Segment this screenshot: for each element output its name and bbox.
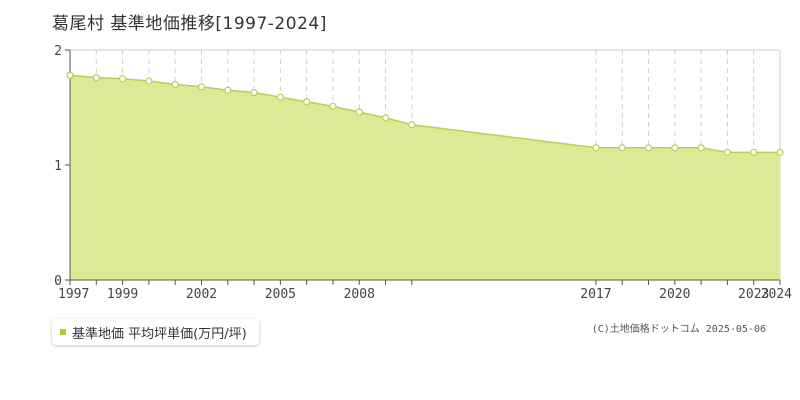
data-point xyxy=(644,144,653,152)
data-point xyxy=(66,71,74,79)
y-tick-label: 0 xyxy=(54,274,62,289)
chart-title: 葛尾村 基準地価推移[1997-2024] xyxy=(52,14,327,34)
legend-swatch xyxy=(60,329,66,335)
x-tick-label: 2005 xyxy=(265,287,296,302)
x-tick-label: 2023 xyxy=(738,287,769,302)
y-tick-label: 2 xyxy=(54,44,62,59)
x-tick-label: 1997 xyxy=(58,287,89,302)
data-point xyxy=(197,83,206,91)
legend-label: 基準地価 平均坪単価(万円/坪) xyxy=(72,326,247,342)
data-point xyxy=(224,86,232,94)
area-fill xyxy=(70,75,780,280)
data-point xyxy=(592,144,600,152)
data-point xyxy=(118,75,127,83)
data-point xyxy=(671,144,679,152)
legend: 基準地価 平均坪単価(万円/坪) xyxy=(52,319,259,345)
data-point xyxy=(276,93,284,101)
copyright-text: (C)土地価格ドットコム 2025-05-06 xyxy=(591,324,766,335)
x-tick-label: 2020 xyxy=(659,287,690,302)
data-point xyxy=(697,144,705,152)
x-tick-label: 2002 xyxy=(186,287,217,302)
axes xyxy=(65,49,781,285)
x-tick-label: 2024 xyxy=(761,287,792,302)
data-point xyxy=(145,77,153,85)
data-point xyxy=(92,73,100,82)
data-point xyxy=(355,108,363,116)
data-point xyxy=(408,121,416,129)
data-point xyxy=(723,148,732,156)
data-point xyxy=(750,148,758,156)
y-tick-label: 1 xyxy=(54,159,62,174)
data-points xyxy=(66,71,784,156)
data-point xyxy=(381,114,390,122)
data-point xyxy=(171,80,179,89)
data-point xyxy=(303,98,311,106)
data-point xyxy=(250,88,258,97)
series-line xyxy=(69,74,780,154)
data-point xyxy=(618,144,626,152)
data-point xyxy=(329,102,337,110)
x-tick-label: 1999 xyxy=(107,287,138,302)
x-tick-label: 2008 xyxy=(344,287,375,302)
data-point xyxy=(776,148,784,156)
x-tick-label: 2017 xyxy=(580,287,611,302)
